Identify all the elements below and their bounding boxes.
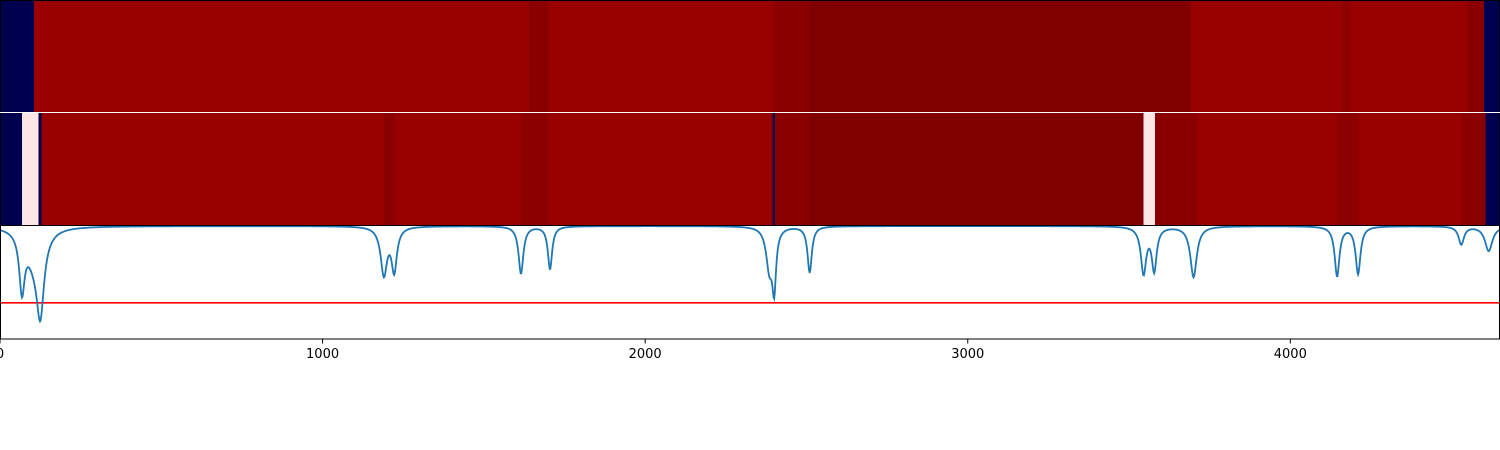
heatmap-cell-8 <box>772 113 775 226</box>
heatmap-cell-1 <box>21 113 39 226</box>
heatmap-cell-8 <box>1350 0 1468 113</box>
x-tick-label-2000: 2000 <box>629 347 662 362</box>
heatmap-cell-11 <box>1143 113 1155 226</box>
heatmap-panel-top <box>0 0 1500 113</box>
heatmap-cell-6 <box>520 113 549 226</box>
x-tick-label-3000: 3000 <box>951 347 984 362</box>
heatmap-cell-3 <box>548 0 775 113</box>
x-tick-label-0: 0 <box>0 347 4 362</box>
heatmap-cell-3 <box>41 113 384 226</box>
heatmap-cell-10 <box>1483 0 1500 113</box>
heatmap-cell-10 <box>809 113 1144 226</box>
x-tick-label-1000: 1000 <box>306 347 339 362</box>
line-panel-bottom <box>0 225 1500 324</box>
heatmap-cell-15 <box>1358 113 1462 226</box>
heatmap-panel-middle <box>0 113 1500 226</box>
heatmap-cell-0 <box>0 0 34 113</box>
heatmap-cell-6 <box>1190 0 1342 113</box>
heatmap-cell-5 <box>395 113 521 226</box>
heatmap-cell-7 <box>548 113 773 226</box>
heatmap-cell-9 <box>1467 0 1484 113</box>
heatmap-cell-0 <box>0 113 22 226</box>
heatmap-cell-4 <box>383 113 396 226</box>
heatmap-cell-13 <box>1196 113 1338 226</box>
heatmap-cell-1 <box>33 0 530 113</box>
signal-line <box>0 225 1500 324</box>
x-tick-label-4000: 4000 <box>1274 347 1307 362</box>
heatmap-cell-16 <box>1461 113 1486 226</box>
heatmap-cell-9 <box>774 113 810 226</box>
heatmap-cell-5 <box>809 0 1191 113</box>
heatmap-cell-7 <box>1341 0 1350 113</box>
x-axis: 0 1000 2000 3000 4000 <box>0 339 1307 362</box>
heatmap-cell-17 <box>1485 113 1500 226</box>
heatmap-cell-4 <box>774 0 810 113</box>
heatmap-cell-2 <box>38 113 42 226</box>
heatmap-cell-12 <box>1154 113 1197 226</box>
heatmap-cell-14 <box>1337 113 1359 226</box>
heatmap-cell-2 <box>529 0 549 113</box>
